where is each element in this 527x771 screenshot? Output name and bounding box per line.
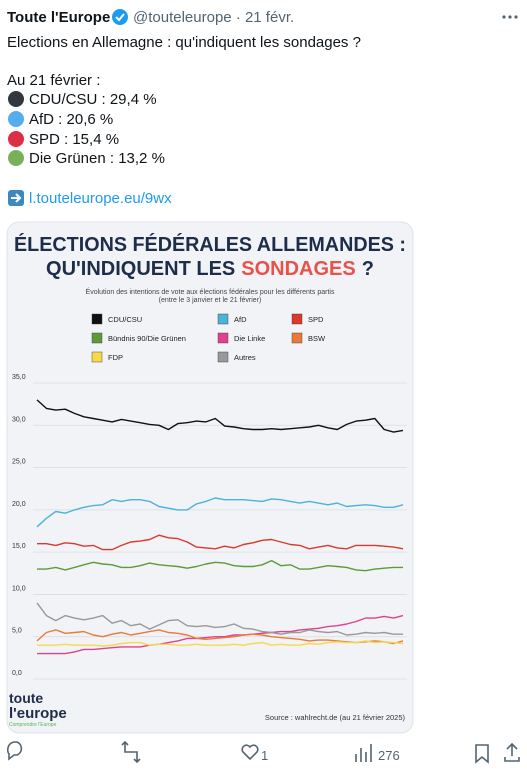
legend-label: BSW: [308, 334, 326, 343]
legend-label: SPD: [308, 315, 324, 324]
legend-label: FDP: [108, 353, 123, 362]
y-tick-label: 25,0: [12, 459, 26, 466]
chart-title: ÉLECTIONS FÉDÉRALES ALLEMANDES :: [14, 233, 406, 256]
image-card[interactable]: [6, 221, 414, 734]
legend-label: AfD: [234, 315, 247, 324]
tweet-bullet: AfD : 20,6 %: [29, 111, 113, 128]
handle-date[interactable]: @touteleurope · 21 févr.: [133, 9, 294, 26]
tweet-text: Au 21 février :: [7, 72, 100, 89]
logo-tagline: Comprendre l'Europe: [9, 722, 57, 728]
series-line: [37, 640, 404, 647]
series-line: [37, 534, 404, 551]
tweet-text: Elections en Allemagne : qu'indiquent le…: [7, 34, 361, 51]
legend-swatch: [217, 332, 229, 344]
chart-title-part: QU'INDIQUENT LES: [46, 258, 235, 280]
legend-swatch: [217, 313, 229, 325]
like-count: 1: [261, 748, 268, 763]
repost-button[interactable]: [121, 740, 141, 764]
chart-source: Source : wahlrecht.de (au 21 février 202…: [265, 713, 406, 722]
legend-swatch: [91, 351, 103, 363]
y-tick-label: 35,0: [12, 374, 26, 381]
series-line: [36, 629, 404, 645]
legend-swatch: [291, 332, 303, 344]
chart-subtitle: (entre le 3 janvier et le 21 février): [159, 297, 262, 304]
logo-text: l'europe: [9, 705, 67, 722]
series-line: [37, 614, 404, 655]
legend-label: Bündnis 90/Die Grünen: [108, 334, 186, 343]
tweet-bullet: Die Grünen : 13,2 %: [29, 150, 165, 167]
verified-badge: [112, 9, 128, 25]
y-tick-label: 10,0: [12, 585, 26, 592]
chart-title-highlight: SONDAGES: [241, 258, 355, 280]
chart-title: QU'INDIQUENT LES SONDAGES?: [46, 258, 374, 280]
y-tick-label: 30,0: [12, 416, 26, 423]
logo-text: toute: [9, 690, 43, 706]
y-tick-label: 15,0: [12, 543, 26, 550]
plot-area: CDU/CSU AfD SPD Bündnis 90/Die Grünen Die Li…: [12, 313, 407, 680]
link[interactable]: l.touteleurope.eu/9wx: [29, 190, 172, 207]
legend-swatch: [91, 332, 103, 344]
tweet-bullet: CDU/CSU : 29,4 %: [29, 91, 157, 108]
reply-button[interactable]: [6, 741, 23, 761]
legend-label: CDU/CSU: [108, 315, 142, 324]
y-tick-label: 20,0: [12, 501, 26, 508]
views-button[interactable]: [355, 744, 372, 762]
series-line: [37, 559, 403, 572]
tweet-bullet: SPD : 15,4 %: [29, 131, 119, 148]
share-button[interactable]: [504, 742, 520, 762]
chart-subtitle: Évolution des intentions de vote aux éle…: [86, 287, 335, 296]
series-line: [36, 602, 403, 636]
legend-label: Autres: [234, 353, 256, 362]
bookmark-button[interactable]: [475, 744, 489, 764]
like-button[interactable]: [241, 744, 259, 761]
arrow-icon: [8, 190, 24, 206]
series-line: [36, 497, 404, 528]
legend-swatch: [217, 351, 229, 363]
logo: toute l'europe Comprendre l'Europe: [9, 690, 67, 728]
legend-swatch: [91, 313, 103, 325]
author-name[interactable]: Toute l'Europe: [7, 9, 110, 26]
y-tick-label: 5,0: [12, 628, 22, 635]
legend-label: Die Linke: [234, 334, 265, 343]
more-menu[interactable]: [502, 15, 518, 19]
series-line: [36, 399, 404, 433]
legend-swatch: [291, 313, 303, 325]
chart-title-part: ?: [362, 258, 374, 280]
y-tick-label: 0,0: [12, 670, 22, 677]
view-count: 276: [378, 748, 400, 763]
bullet-dots: [8, 91, 24, 166]
